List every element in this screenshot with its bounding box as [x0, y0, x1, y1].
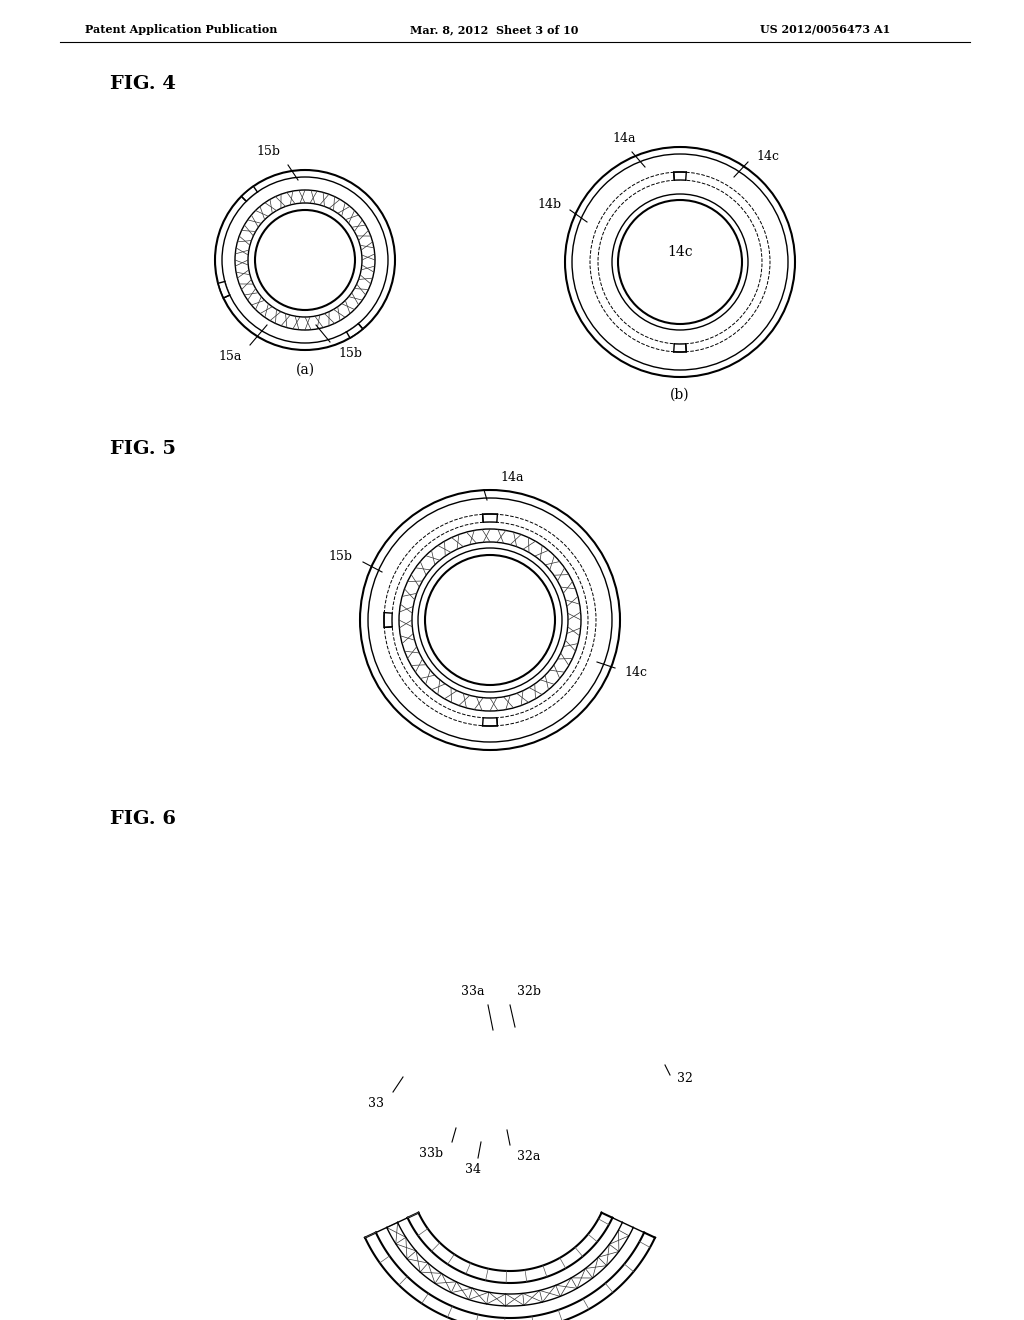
Text: 15b: 15b	[328, 550, 352, 564]
Text: Patent Application Publication: Patent Application Publication	[85, 24, 278, 36]
Text: 33: 33	[368, 1097, 384, 1110]
Text: 32b: 32b	[517, 985, 541, 998]
Text: US 2012/0056473 A1: US 2012/0056473 A1	[760, 24, 890, 36]
Polygon shape	[674, 172, 686, 181]
Text: 15a: 15a	[219, 350, 242, 363]
Polygon shape	[674, 343, 686, 352]
Text: 32a: 32a	[517, 1150, 541, 1163]
Text: 32: 32	[677, 1072, 693, 1085]
Polygon shape	[365, 1233, 655, 1320]
Polygon shape	[346, 323, 362, 338]
Text: FIG. 6: FIG. 6	[110, 810, 176, 828]
Text: 15b: 15b	[256, 145, 280, 158]
Polygon shape	[218, 281, 229, 298]
Text: 33a: 33a	[461, 985, 484, 998]
Text: (b): (b)	[670, 388, 690, 403]
Text: 15b: 15b	[338, 347, 362, 360]
Text: 14b: 14b	[538, 198, 562, 211]
Polygon shape	[384, 612, 392, 627]
Text: 14c: 14c	[668, 246, 693, 259]
Text: FIG. 4: FIG. 4	[110, 75, 176, 92]
Polygon shape	[482, 718, 498, 726]
Text: 14c: 14c	[756, 150, 779, 164]
Text: 14a: 14a	[612, 132, 636, 145]
Polygon shape	[482, 513, 498, 523]
Text: 34: 34	[465, 1163, 481, 1176]
Polygon shape	[408, 1213, 612, 1283]
Polygon shape	[387, 1222, 633, 1305]
Text: Mar. 8, 2012  Sheet 3 of 10: Mar. 8, 2012 Sheet 3 of 10	[410, 24, 579, 36]
Text: 33b: 33b	[419, 1147, 443, 1160]
Text: (a): (a)	[296, 363, 314, 378]
Text: 14c: 14c	[624, 665, 647, 678]
Polygon shape	[242, 186, 257, 202]
Text: FIG. 5: FIG. 5	[110, 440, 176, 458]
Text: 14a: 14a	[500, 471, 523, 484]
